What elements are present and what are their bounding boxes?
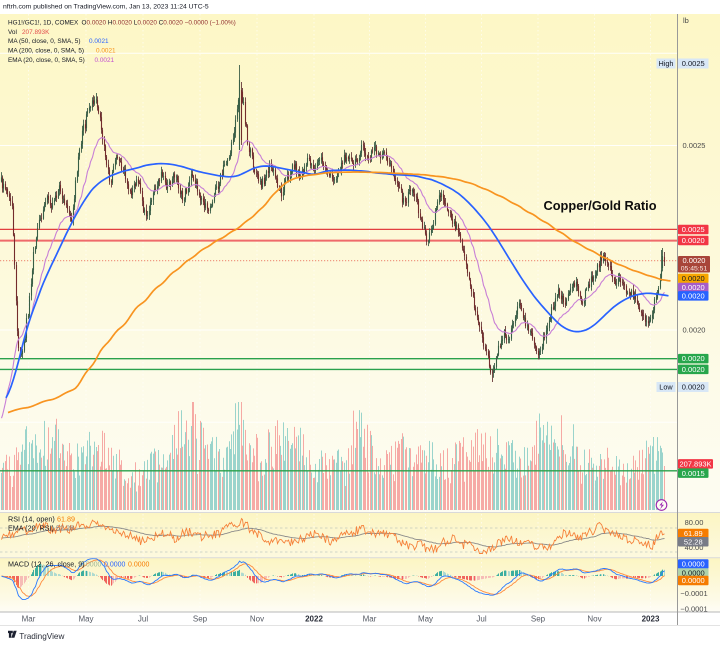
svg-text:RSI (14, open): RSI (14, open): [8, 515, 55, 524]
svg-text:0.0020: 0.0020: [682, 365, 705, 374]
svg-text:MA (200, close, 0, SMA, 5): MA (200, close, 0, SMA, 5): [8, 48, 84, 55]
svg-text:−0.0001: −0.0001: [680, 589, 707, 598]
svg-text:0.0020: 0.0020: [682, 383, 705, 392]
svg-text:−0.0001: −0.0001: [680, 605, 707, 614]
svg-text:207.893K: 207.893K: [679, 459, 711, 468]
svg-text:Sep: Sep: [193, 615, 208, 624]
svg-text:HG1!/GC1!, 1D, COMEX: HG1!/GC1!, 1D, COMEX: [8, 19, 79, 26]
svg-text:0.0020: 0.0020: [682, 291, 705, 300]
svg-text:0.0000: 0.0000: [682, 569, 705, 578]
svg-text:Sep: Sep: [531, 615, 546, 624]
svg-text:0.0025: 0.0025: [682, 225, 705, 234]
svg-text:Mar: Mar: [22, 615, 36, 624]
svg-text:0.0021: 0.0021: [89, 38, 109, 45]
svg-text:0.0020: 0.0020: [682, 354, 705, 363]
svg-text:lb: lb: [683, 16, 689, 25]
svg-text:05:45:51: 05:45:51: [681, 266, 708, 273]
svg-text:61.89: 61.89: [57, 515, 75, 524]
svg-text:0.0000: 0.0000: [80, 562, 102, 569]
svg-text:May: May: [418, 615, 433, 624]
svg-text:Jul: Jul: [138, 615, 148, 624]
svg-text:80.00: 80.00: [685, 518, 704, 527]
svg-text:207.893K: 207.893K: [22, 29, 50, 36]
svg-text:MACD (12, 26, close, 9): MACD (12, 26, close, 9): [8, 560, 85, 569]
svg-text:0.0020: 0.0020: [683, 326, 706, 335]
svg-text:0.0025: 0.0025: [682, 59, 705, 68]
svg-text:0.0015: 0.0015: [682, 469, 705, 478]
svg-text:nftrh.com published on Trading: nftrh.com published on TradingView.com, …: [3, 4, 209, 11]
svg-text:0.0020: 0.0020: [682, 274, 705, 283]
svg-text:2023: 2023: [642, 615, 660, 624]
svg-text:High: High: [658, 59, 673, 68]
svg-text:Mar: Mar: [363, 615, 377, 624]
svg-text:0.0020: 0.0020: [683, 256, 706, 265]
svg-text:0.0020: 0.0020: [682, 236, 705, 245]
svg-text:0.0000: 0.0000: [682, 560, 705, 569]
svg-text:40.00: 40.00: [685, 543, 704, 552]
svg-text:May: May: [78, 615, 93, 624]
svg-text:Vol: Vol: [8, 29, 17, 36]
svg-text:0.0021: 0.0021: [96, 48, 116, 55]
svg-text:Nov: Nov: [250, 615, 264, 624]
svg-text:Copper/Gold Ratio: Copper/Gold Ratio: [544, 198, 657, 213]
svg-text:52.28: 52.28: [56, 524, 74, 533]
svg-text:O0.0020 H0.0020 L0.0020 C0.: O0.0020 H0.0020 L0.0020 C0.0020 −0.0000 …: [82, 19, 236, 26]
svg-text:52.28: 52.28: [684, 537, 703, 546]
svg-text:Nov: Nov: [587, 615, 601, 624]
svg-text:0.0000: 0.0000: [128, 562, 150, 569]
svg-text:EMA (20, close, 0, SMA, 5): EMA (20, close, 0, SMA, 5): [8, 57, 85, 64]
svg-text:EMA (20, RSI): EMA (20, RSI): [8, 524, 54, 533]
svg-text:0.0020: 0.0020: [682, 283, 705, 292]
svg-text:0.0021: 0.0021: [95, 57, 115, 64]
svg-text:MA (50, close, 0, SMA, 5): MA (50, close, 0, SMA, 5): [8, 38, 80, 45]
svg-text:Low: Low: [659, 383, 673, 392]
svg-text:2022: 2022: [305, 615, 323, 624]
svg-text:TradingView: TradingView: [19, 632, 64, 641]
svg-text:61.89: 61.89: [684, 529, 703, 538]
svg-text:0.0000: 0.0000: [682, 576, 705, 585]
svg-text:0.0000: 0.0000: [104, 562, 126, 569]
svg-text:Jul: Jul: [476, 615, 486, 624]
svg-text:0.0025: 0.0025: [683, 141, 706, 150]
